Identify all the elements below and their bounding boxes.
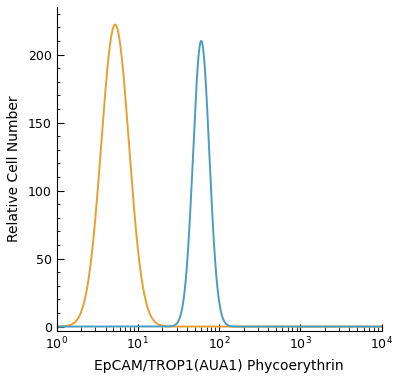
X-axis label: EpCAM/TROP1(AUA1) Phycoerythrin: EpCAM/TROP1(AUA1) Phycoerythrin xyxy=(94,359,344,373)
Y-axis label: Relative Cell Number: Relative Cell Number xyxy=(7,95,21,242)
